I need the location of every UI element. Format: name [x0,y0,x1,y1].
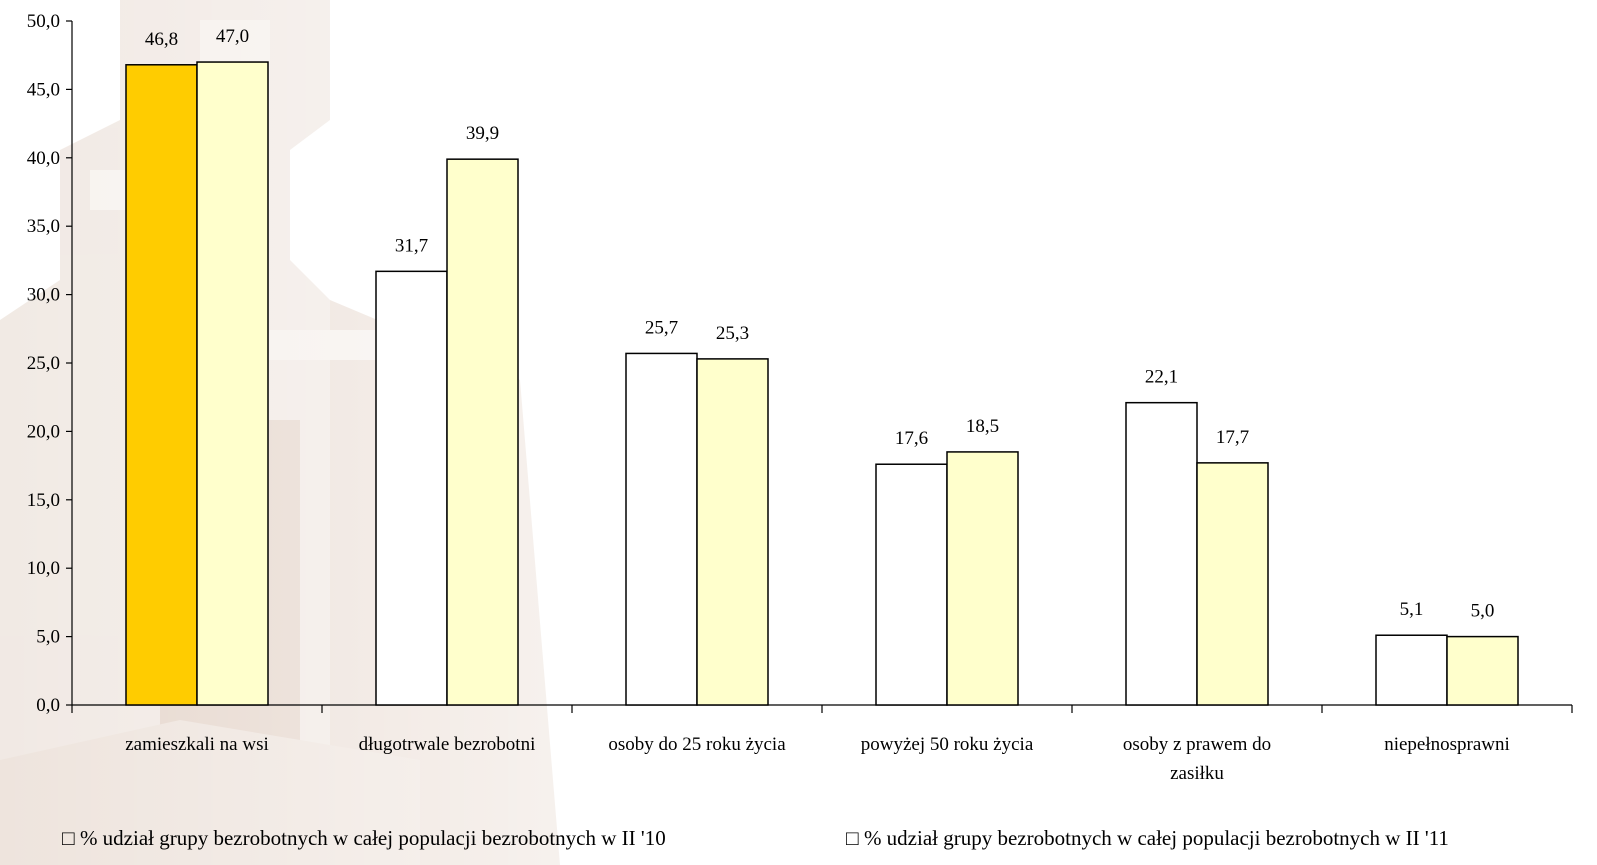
y-tick-label: 35,0 [27,216,60,237]
y-tick-label: 45,0 [27,79,60,100]
x-tick-label: powyżej 50 roku życia [861,734,1034,755]
bar [696,358,769,706]
x-tick-label: niepełnosprawni [1384,734,1510,755]
data-label: 5,1 [1400,599,1424,620]
data-label: 46,8 [145,29,178,50]
y-tick-label: 20,0 [27,421,60,442]
y-tick-label: 0,0 [36,695,60,716]
data-label: 39,9 [466,123,499,144]
data-label: 17,6 [895,428,928,449]
bar [375,270,448,706]
x-tick-label: osoby do 25 roku życia [608,734,786,755]
legend-entry: □ % udział grupy bezrobotnych w całej po… [62,826,666,850]
bar [125,64,198,706]
x-tick-label: osoby z prawem do zasiłku [1123,734,1271,784]
bar [946,451,1019,706]
x-tick-label: zamieszkali na wsi [125,734,269,755]
data-labels: 46,8 31,7 25,7 17,6 22,1 5,1 47,0 39,9 25,3 18,5 1… [145,26,1495,622]
data-label: 25,7 [645,317,678,338]
y-tick-label: 25,0 [27,353,60,374]
y-tick-label: 10,0 [27,558,60,579]
bar [196,61,269,706]
y-axis: 0,0 5,0 10,0 15,0 20,0 25,0 30,0 35,0 40,0 45,0 50… [27,11,73,716]
legend-entry: □ % udział grupy bezrobotnych w całej po… [846,826,1449,850]
data-label: 22,1 [1145,367,1178,388]
data-label: 47,0 [216,26,249,47]
bar [1125,401,1198,706]
bar [446,158,519,706]
data-label: 31,7 [395,235,428,256]
bar [1196,462,1269,706]
y-tick-label: 40,0 [27,148,60,169]
bar [1375,634,1448,706]
data-label: 25,3 [716,323,749,344]
data-label: 5,0 [1471,601,1495,622]
bars [125,61,1519,706]
x-axis: zamieszkali na wsi długotrwale bezrobotni… [71,704,1573,784]
y-tick-label: 50,0 [27,11,60,32]
data-label: 17,7 [1216,427,1249,448]
legend: □ % udział grupy bezrobotnych w całej po… [62,826,1449,850]
x-tick-label: długotrwale bezrobotni [359,734,536,755]
y-tick-label: 15,0 [27,490,60,511]
y-tick-label: 5,0 [36,627,60,648]
bar [625,352,698,706]
bar [1446,635,1519,706]
data-label: 18,5 [966,416,999,437]
y-tick-label: 30,0 [27,285,60,306]
bar [875,463,948,706]
